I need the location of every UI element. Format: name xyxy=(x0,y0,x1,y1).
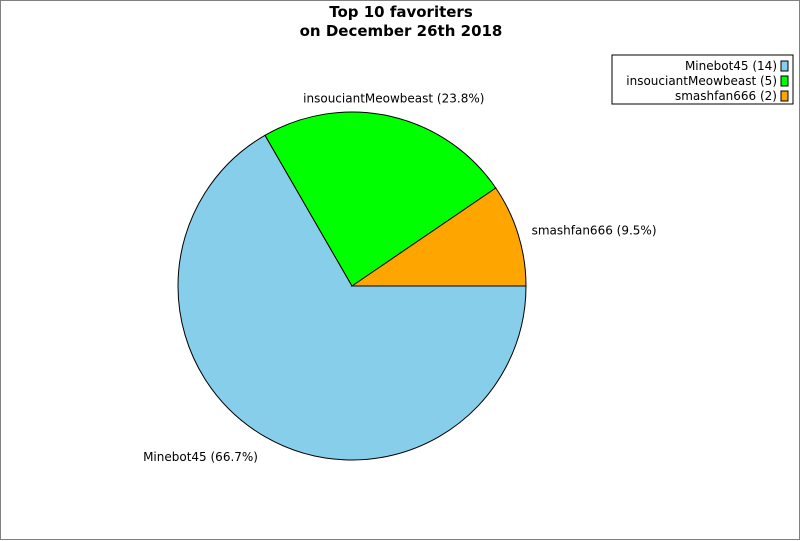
pie-slices xyxy=(177,111,527,461)
legend-label-insouciantmeowbeast: insouciantMeowbeast (5) xyxy=(626,74,777,88)
legend-label-smashfan666: smashfan666 (2) xyxy=(675,89,777,103)
legend-box xyxy=(611,54,794,105)
pie-slice-minebot45 xyxy=(177,134,527,461)
chart-title: Top 10 favoriters on December 26th 2018 xyxy=(1,3,800,41)
legend: Minebot45 (14)insouciantMeowbeast (5)sma… xyxy=(611,54,794,105)
slice-label-insouciantmeowbeast: insouciantMeowbeast (23.8%) xyxy=(303,92,484,106)
legend-swatch-minebot45 xyxy=(780,60,789,72)
chart-title-line-2: on December 26th 2018 xyxy=(299,22,503,40)
legend-swatch-insouciantmeowbeast xyxy=(780,75,789,87)
legend-label-minebot45: Minebot45 (14) xyxy=(685,59,777,73)
chart-title-line-1: Top 10 favoriters xyxy=(329,3,473,21)
pie-slice-insouciantmeowbeast xyxy=(264,111,497,287)
slice-labels: Minebot45 (66.7%) insouciantMeowbeast (23… xyxy=(143,92,656,464)
legend-swatch-smashfan666 xyxy=(780,90,789,102)
slice-label-minebot45: Minebot45 (66.7%) xyxy=(143,450,258,464)
slice-label-smashfan666: smashfan666 (9.5%) xyxy=(532,224,657,238)
pie-slice-smashfan666 xyxy=(350,187,527,287)
